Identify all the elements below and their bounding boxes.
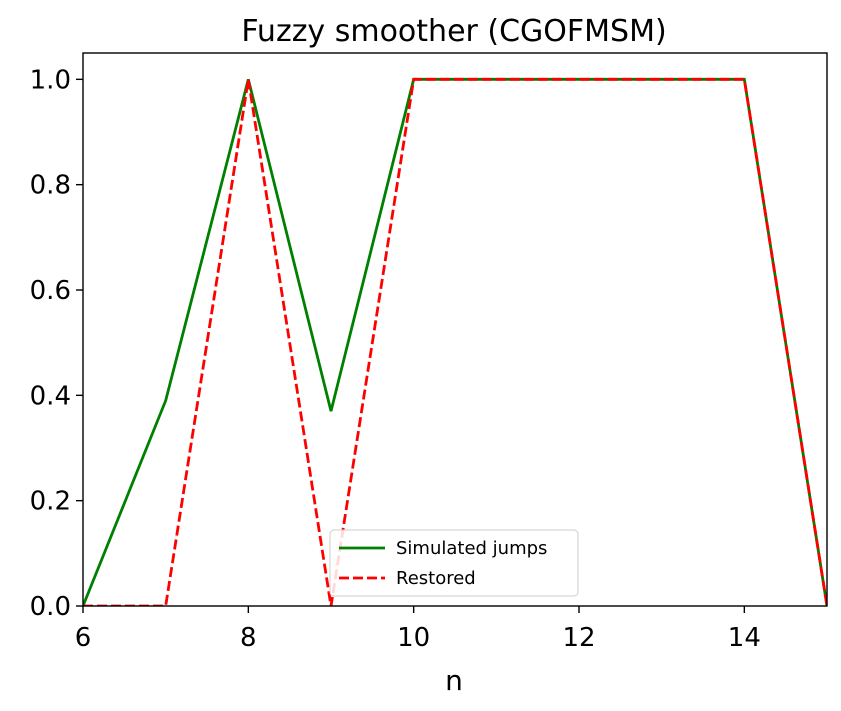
x-tick-label: 6 <box>75 623 92 653</box>
series-line-1 <box>83 77 827 606</box>
legend: Simulated jumps Restored <box>329 529 579 597</box>
legend-box <box>329 529 579 597</box>
y-axis: 0.0 0.2 0.4 0.6 0.8 1.0 <box>30 65 83 622</box>
x-tick-label: 14 <box>728 623 761 653</box>
legend-label: Simulated jumps <box>396 538 547 559</box>
y-tick-label: 0.4 <box>30 381 71 411</box>
x-axis-label: n <box>445 664 463 697</box>
x-tick-label: 8 <box>240 623 257 653</box>
y-tick-label: 1.0 <box>30 65 71 95</box>
series-line-2 <box>83 77 827 606</box>
y-tick-label: 0.8 <box>30 171 71 201</box>
y-tick-label: 0.2 <box>30 487 71 517</box>
chart-title: Fuzzy smoother (CGOFMSM) <box>241 14 666 49</box>
plot-area <box>82 52 828 607</box>
x-tick-label: 10 <box>397 623 430 653</box>
x-tick-label: 12 <box>562 623 595 653</box>
plot-frame <box>82 52 828 607</box>
y-tick-label: 0.0 <box>30 592 71 622</box>
y-tick-label: 0.6 <box>30 276 71 306</box>
x-axis: 6 8 10 12 14 <box>75 606 761 653</box>
legend-label: Restored <box>396 568 476 589</box>
